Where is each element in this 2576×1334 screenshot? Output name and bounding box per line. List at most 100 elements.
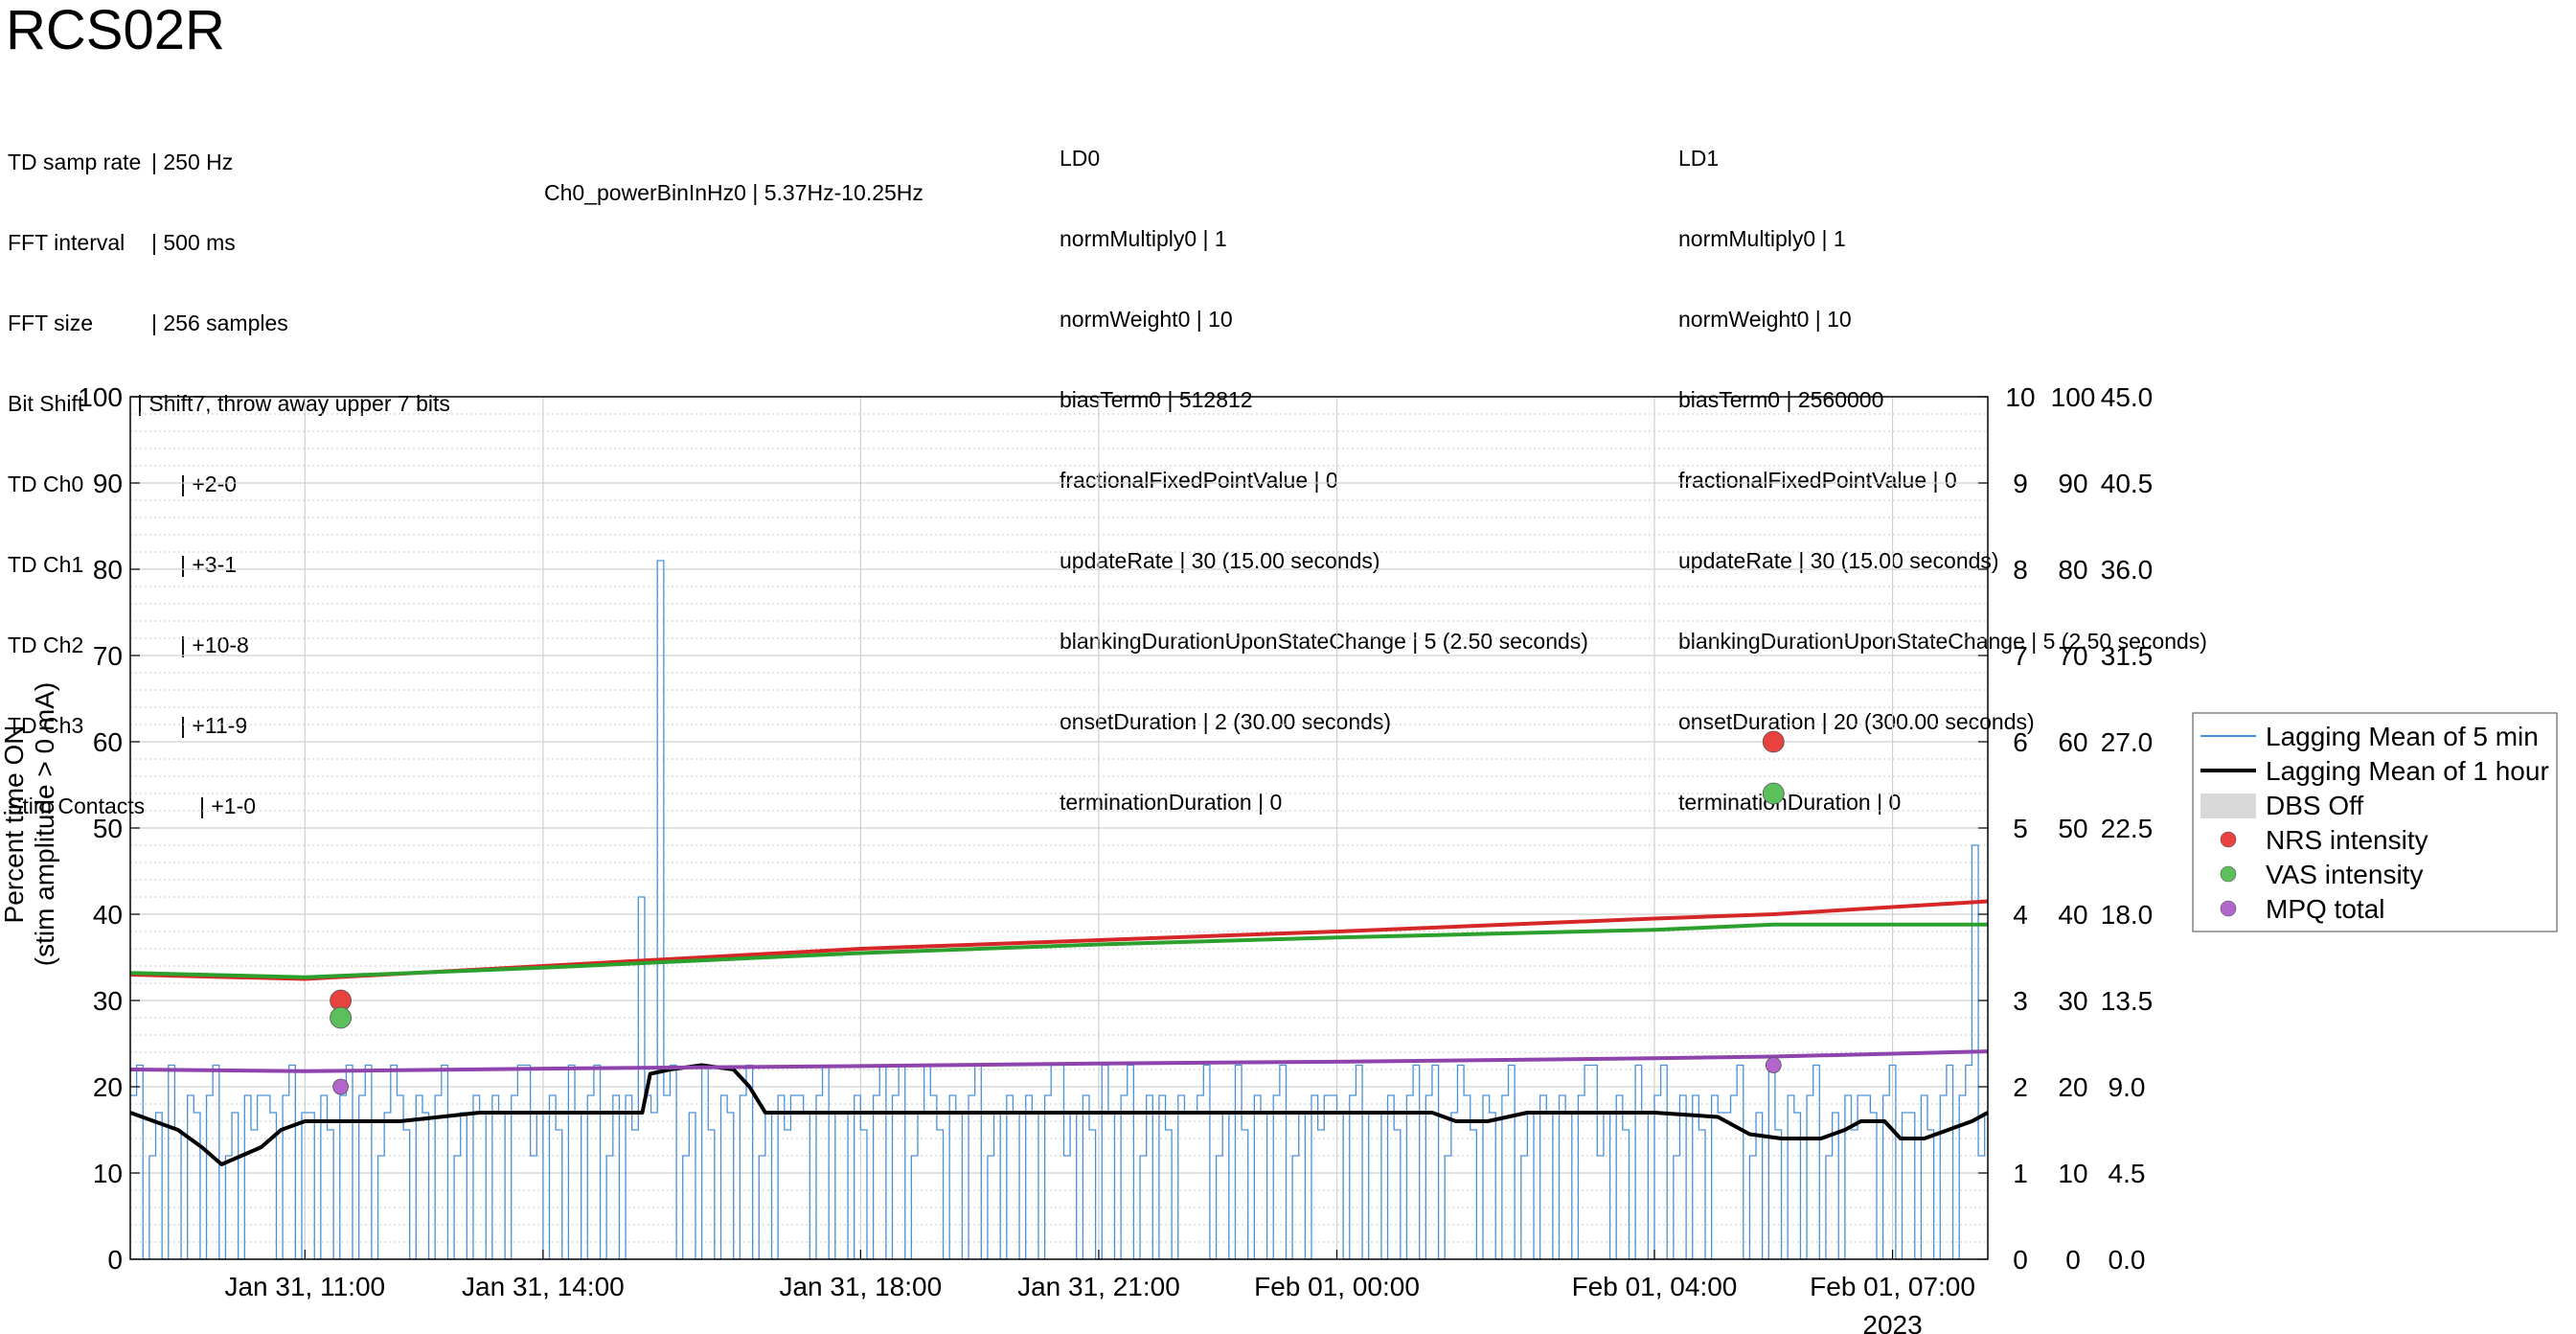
settings-key: FFT interval xyxy=(8,230,125,255)
legend-label: VAS intensity xyxy=(2266,860,2423,889)
five-min-mean-line xyxy=(130,560,1988,1260)
survey-point xyxy=(332,1078,349,1095)
page-title: RCS02R xyxy=(6,0,225,61)
y-tick-label: 100 xyxy=(78,382,123,412)
y-tick-label: 50 xyxy=(93,814,123,843)
right-tick-label: 0 xyxy=(2013,1245,2028,1275)
major-gridlines xyxy=(130,397,1988,1259)
legend-box xyxy=(2192,712,2558,932)
settings-value: | +10-8 xyxy=(180,632,249,657)
y-axis-label-sub: (stim amplitude > 0 mA) xyxy=(30,682,59,966)
series-line xyxy=(129,1049,1989,1073)
right-tick-label: 60 xyxy=(2058,727,2087,757)
right-tick-label: 4.5 xyxy=(2109,1159,2146,1188)
right-tick-label: 7 xyxy=(2013,641,2028,671)
ld1-line: onsetDuration | 20 (300.00 seconds) xyxy=(1678,709,2035,734)
ld0-line: onsetDuration | 2 (30.00 seconds) xyxy=(1060,709,1392,734)
settings-row: Bit Shift | Shift7, throw away upper 7 bi… xyxy=(8,390,450,417)
settings-key: TD Ch2 xyxy=(8,632,84,657)
right-tick-label: 13.5 xyxy=(2101,986,2154,1016)
settings-row: FFT size | 256 samples xyxy=(8,310,450,336)
legend-label: Lagging Mean of 1 hour xyxy=(2266,756,2549,786)
legend-swatch-dot xyxy=(2220,900,2237,917)
series-line xyxy=(129,1063,1989,1166)
survey-point xyxy=(1762,730,1785,753)
right-tick-label: 3 xyxy=(2013,986,2028,1016)
right-tick-label: 5 xyxy=(2013,814,2028,843)
ld0-line: updateRate | 30 (15.00 seconds) xyxy=(1060,548,1380,573)
settings-row: TD samp rate | 250 Hz xyxy=(8,149,450,175)
y-tick-label: 0 xyxy=(107,1245,123,1275)
x-tick-label: Jan 31, 21:00 xyxy=(1017,1272,1180,1301)
right-tick-label: 8 xyxy=(2013,555,2028,585)
x-tick-label: Jan 31, 14:00 xyxy=(462,1272,625,1301)
settings-value: | 500 ms xyxy=(151,230,236,255)
survey-points xyxy=(330,730,1785,1095)
settings-key: TD samp rate xyxy=(8,150,142,174)
y-tick-label: 10 xyxy=(93,1159,123,1188)
right-tick-label: 0 xyxy=(2065,1245,2081,1275)
settings-row: FFT interval | 500 ms xyxy=(8,229,450,256)
y-tick-label: 80 xyxy=(93,555,123,585)
right-tick-label: 70 xyxy=(2058,641,2087,671)
settings-value: | +2-0 xyxy=(180,472,238,496)
ld0-line: normMultiply0 | 1 xyxy=(1060,226,1227,251)
x-tick-label: Jan 31, 11:00 xyxy=(224,1272,385,1301)
y-axis-label: Percent time ON xyxy=(0,725,29,924)
legend-label: NRS intensity xyxy=(2266,825,2428,855)
right-tick-label: 9 xyxy=(2013,469,2028,498)
five-min-mean-series xyxy=(130,560,1988,1260)
ld0-line: biasTerm0 | 512812 xyxy=(1060,387,1253,412)
legend-label: DBS Off xyxy=(2266,791,2363,820)
legend-swatch-dot xyxy=(2220,865,2237,883)
settings-value: | +11-9 xyxy=(180,713,248,738)
right-tick-label: 9.0 xyxy=(2109,1072,2146,1102)
right-tick-label: 20 xyxy=(2058,1072,2087,1102)
y-tick-label: 70 xyxy=(93,641,123,671)
ld0-line: fractionalFixedPointValue | 0 xyxy=(1060,468,1338,493)
right-tick-label: 45.0 xyxy=(2101,382,2154,412)
minor-gridlines xyxy=(130,413,1988,1243)
survey-point xyxy=(1762,782,1785,805)
settings-value: | 250 Hz xyxy=(151,150,234,174)
x-tick-label: Jan 31, 18:00 xyxy=(779,1272,942,1301)
settings-key: TD Ch0 xyxy=(8,472,84,496)
y-tick-label: 40 xyxy=(93,900,123,930)
right-tick-label: 10 xyxy=(2058,1159,2087,1188)
series-line xyxy=(129,899,1989,981)
settings-row: TD Ch3 | +11-9 xyxy=(8,712,450,739)
settings-key: TD Ch1 xyxy=(8,552,84,577)
power-band-setting: Ch0_powerBinInHz0 | 5.37Hz-10.25Hz xyxy=(544,180,923,205)
right-tick-label: 50 xyxy=(2058,814,2087,843)
right-tick-label: 1 xyxy=(2013,1159,2028,1188)
legend-label: MPQ total xyxy=(2266,894,2384,924)
settings-value: | +3-1 xyxy=(180,552,238,577)
series-lines xyxy=(129,899,1989,1166)
y-tick-label: 60 xyxy=(93,727,123,757)
right-tick-label: 10 xyxy=(2005,382,2035,412)
legend: Lagging Mean of 5 min Lagging Mean of 1 h… xyxy=(2192,712,2558,932)
legend-label: Lagging Mean of 5 min xyxy=(2266,722,2539,751)
ld1-header: LD1 xyxy=(1678,146,1720,171)
survey-point xyxy=(1765,1057,1782,1073)
right-tick-label: 18.0 xyxy=(2101,900,2154,930)
settings-key: TD Ch3 xyxy=(8,713,84,738)
ld1-line: normWeight0 | 10 xyxy=(1678,307,1852,332)
right-tick-label: 0.0 xyxy=(2109,1245,2146,1275)
settings-row: TD Ch1 | +3-1 xyxy=(8,551,450,578)
y-tick-label: 30 xyxy=(93,986,123,1016)
ld0-line: blankingDurationUponStateChange | 5 (2.5… xyxy=(1060,629,1588,654)
legend-swatch-dot xyxy=(2220,831,2237,848)
right-tick-label: 31.5 xyxy=(2101,641,2154,671)
y-tick-label: 20 xyxy=(93,1072,123,1102)
settings-row: TD Ch2 | +10-8 xyxy=(8,632,450,658)
ld0-header: LD0 xyxy=(1060,146,1101,171)
right-tick-label: 40.5 xyxy=(2101,469,2154,498)
axes xyxy=(129,396,1989,1260)
x-tick-label: Feb 01, 07:00 xyxy=(1810,1272,1975,1301)
right-tick-label: 80 xyxy=(2058,555,2087,585)
settings-value: | Shift7, throw away upper 7 bits xyxy=(137,391,450,416)
legend-swatch-patch xyxy=(2200,794,2256,818)
right-tick-label: 2 xyxy=(2013,1072,2028,1102)
recording-settings: TD samp rate | 250 Hz FFT interval | 500 m… xyxy=(8,95,450,846)
